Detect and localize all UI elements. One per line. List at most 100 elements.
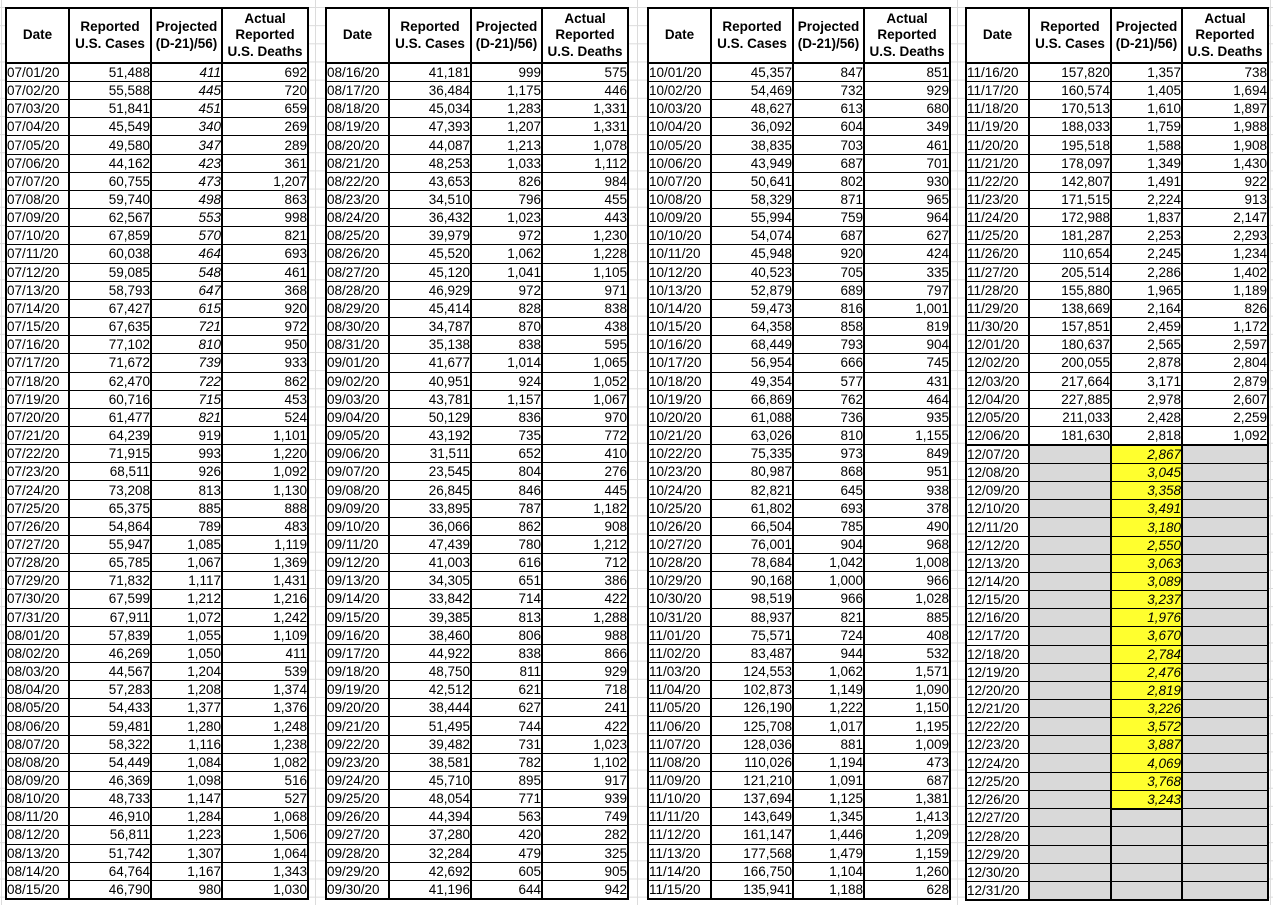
cases-cell[interactable]: 65,375: [68, 498, 152, 518]
deaths-cell[interactable]: [1181, 462, 1269, 483]
projected-cell[interactable]: 847: [792, 62, 865, 82]
date-cell[interactable]: 11/12/20: [647, 825, 712, 845]
header-projected[interactable]: Projected (D-21)/56): [470, 7, 543, 64]
deaths-cell[interactable]: 446: [541, 80, 629, 101]
date-cell[interactable]: 10/22/20: [647, 444, 712, 464]
projected-cell[interactable]: 926: [150, 462, 223, 482]
cases-cell[interactable]: 63,026: [710, 425, 794, 446]
deaths-cell[interactable]: 1,112: [541, 153, 629, 173]
cases-cell[interactable]: 160,574: [1028, 80, 1112, 101]
projected-cell[interactable]: 802: [792, 171, 865, 191]
cases-cell[interactable]: 46,910: [68, 807, 152, 827]
projected-cell[interactable]: 1,125: [792, 789, 865, 809]
cases-cell[interactable]: 205,514: [1028, 262, 1112, 282]
deaths-cell[interactable]: [1181, 735, 1269, 755]
deaths-cell[interactable]: 1,209: [863, 825, 951, 845]
projected-cell[interactable]: [1110, 808, 1183, 828]
cases-cell[interactable]: 45,357: [710, 62, 794, 82]
deaths-cell[interactable]: 422: [541, 716, 629, 736]
deaths-cell[interactable]: 1,381: [863, 789, 951, 809]
date-cell[interactable]: 12/23/20: [965, 735, 1030, 755]
date-cell[interactable]: 12/25/20: [965, 771, 1030, 791]
deaths-cell[interactable]: 1,182: [541, 498, 629, 518]
date-cell[interactable]: 10/02/20: [647, 80, 712, 101]
deaths-cell[interactable]: 849: [863, 444, 951, 464]
deaths-cell[interactable]: 349: [863, 117, 951, 137]
deaths-cell[interactable]: 627: [863, 226, 951, 246]
deaths-cell[interactable]: 920: [221, 298, 309, 319]
deaths-cell[interactable]: 2,607: [1181, 389, 1269, 409]
projected-cell[interactable]: 1,033: [470, 153, 543, 173]
cases-cell[interactable]: [1028, 826, 1112, 846]
deaths-cell[interactable]: [1181, 680, 1269, 701]
date-cell[interactable]: 12/04/20: [965, 389, 1030, 409]
projected-cell[interactable]: 3,358: [1110, 481, 1183, 501]
cases-cell[interactable]: 36,092: [710, 117, 794, 137]
projected-cell[interactable]: 687: [792, 226, 865, 246]
date-cell[interactable]: 08/27/20: [325, 262, 390, 282]
date-cell[interactable]: 10/01/20: [647, 62, 712, 82]
date-cell[interactable]: 09/12/20: [325, 553, 390, 573]
cases-cell[interactable]: 41,003: [388, 553, 472, 573]
deaths-cell[interactable]: 1,230: [541, 226, 629, 246]
date-cell[interactable]: 12/28/20: [965, 826, 1030, 846]
cases-cell[interactable]: 138,669: [1028, 298, 1112, 319]
deaths-cell[interactable]: [1181, 499, 1269, 519]
date-cell[interactable]: 12/06/20: [965, 425, 1030, 446]
deaths-cell[interactable]: 939: [541, 789, 629, 809]
projected-cell[interactable]: 736: [792, 407, 865, 427]
projected-cell[interactable]: 1,014: [470, 353, 543, 373]
deaths-cell[interactable]: 628: [863, 879, 951, 900]
deaths-cell[interactable]: 929: [863, 80, 951, 101]
date-cell[interactable]: 07/26/20: [5, 516, 70, 536]
deaths-cell[interactable]: 2,804: [1181, 353, 1269, 373]
date-cell[interactable]: 08/26/20: [325, 244, 390, 264]
cases-cell[interactable]: [1028, 481, 1112, 501]
deaths-cell[interactable]: [1181, 481, 1269, 501]
cases-cell[interactable]: 68,511: [68, 462, 152, 482]
date-cell[interactable]: 12/26/20: [965, 789, 1030, 810]
date-cell[interactable]: 09/30/20: [325, 879, 390, 900]
date-cell[interactable]: 07/15/20: [5, 317, 70, 337]
deaths-cell[interactable]: 378: [863, 498, 951, 518]
cases-cell[interactable]: 46,929: [388, 280, 472, 300]
date-cell[interactable]: 09/18/20: [325, 661, 390, 682]
deaths-cell[interactable]: 1,068: [221, 807, 309, 827]
cases-cell[interactable]: [1028, 844, 1112, 864]
projected-cell[interactable]: 2,878: [1110, 353, 1183, 373]
deaths-cell[interactable]: 1,402: [1181, 262, 1269, 282]
projected-cell[interactable]: 885: [150, 498, 223, 518]
deaths-cell[interactable]: 269: [221, 117, 309, 137]
projected-cell[interactable]: 1,976: [1110, 608, 1183, 628]
projected-cell[interactable]: 1,062: [792, 661, 865, 682]
cases-cell[interactable]: 46,790: [68, 879, 152, 900]
deaths-cell[interactable]: 1,216: [221, 589, 309, 609]
cases-cell[interactable]: 41,196: [388, 879, 472, 900]
deaths-cell[interactable]: 1,092: [1181, 425, 1269, 446]
date-cell[interactable]: 12/05/20: [965, 407, 1030, 427]
cases-cell[interactable]: 64,764: [68, 861, 152, 881]
cases-cell[interactable]: 177,568: [710, 843, 794, 863]
date-cell[interactable]: 10/21/20: [647, 425, 712, 446]
date-cell[interactable]: 09/04/20: [325, 407, 390, 427]
deaths-cell[interactable]: 1,413: [863, 807, 951, 827]
projected-cell[interactable]: 735: [470, 425, 543, 446]
cases-cell[interactable]: 39,482: [388, 734, 472, 754]
date-cell[interactable]: 10/08/20: [647, 189, 712, 210]
projected-cell[interactable]: 473: [150, 171, 223, 191]
projected-cell[interactable]: 789: [150, 516, 223, 536]
date-cell[interactable]: 09/16/20: [325, 625, 390, 645]
projected-cell[interactable]: 3,887: [1110, 735, 1183, 755]
cases-cell[interactable]: 155,880: [1028, 280, 1112, 300]
projected-cell[interactable]: 2,784: [1110, 644, 1183, 664]
deaths-cell[interactable]: 712: [541, 553, 629, 573]
deaths-cell[interactable]: [1181, 717, 1269, 737]
projected-cell[interactable]: 782: [470, 752, 543, 772]
deaths-cell[interactable]: 680: [863, 99, 951, 119]
cases-cell[interactable]: 170,513: [1028, 99, 1112, 119]
cases-cell[interactable]: 50,129: [388, 407, 472, 427]
projected-cell[interactable]: 3,063: [1110, 553, 1183, 573]
projected-cell[interactable]: 1,222: [792, 698, 865, 718]
deaths-cell[interactable]: [1181, 517, 1269, 537]
deaths-cell[interactable]: 1,159: [863, 843, 951, 863]
